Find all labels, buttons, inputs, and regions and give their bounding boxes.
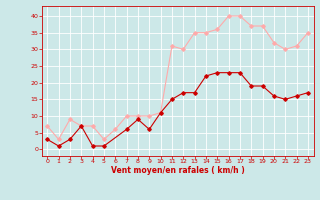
X-axis label: Vent moyen/en rafales ( km/h ): Vent moyen/en rafales ( km/h ) — [111, 166, 244, 175]
